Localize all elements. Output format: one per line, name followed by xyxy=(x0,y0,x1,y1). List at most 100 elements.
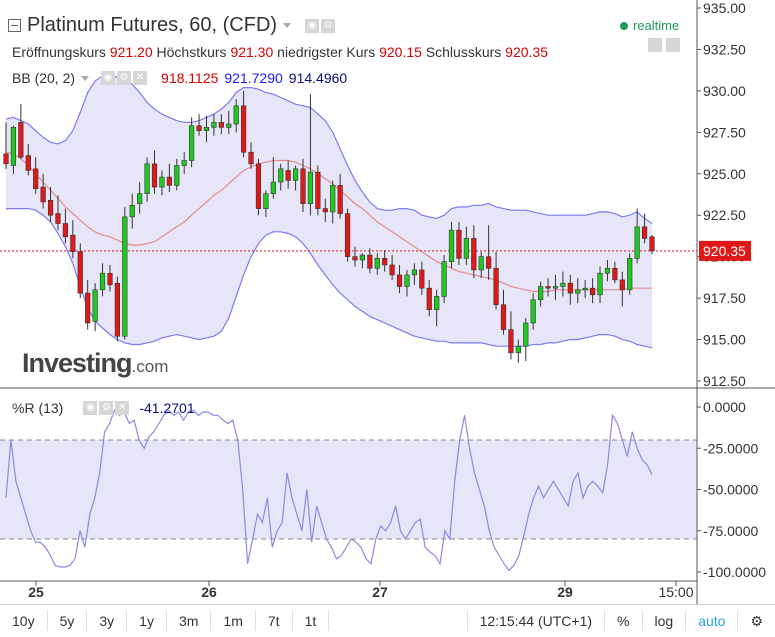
candle xyxy=(114,276,120,342)
candle xyxy=(33,157,39,194)
percent-toggle[interactable]: % xyxy=(617,613,630,629)
candle-body xyxy=(486,256,492,269)
period-3y[interactable]: 3y xyxy=(99,613,115,629)
candle xyxy=(493,251,499,310)
period-1m[interactable]: 1m xyxy=(223,613,243,629)
bb-visibility-icon[interactable]: ◉ xyxy=(101,71,116,85)
settings-icon[interactable]: ⚙ xyxy=(321,18,336,33)
bb-mid-value: 918.1125 xyxy=(161,70,219,86)
bottom-toolbar: 10y 5y 3y 1y 3m 1m 7t 1t 12:15:44 (UTC+1… xyxy=(0,604,775,637)
candle xyxy=(627,253,633,295)
candle-body xyxy=(500,304,507,330)
candle-body xyxy=(77,251,83,294)
bb-close-icon[interactable]: ✕ xyxy=(133,71,148,85)
candle-body xyxy=(575,289,581,294)
wr-label[interactable]: %R (13) xyxy=(12,400,64,416)
candle xyxy=(292,165,299,191)
period-3m[interactable]: 3m xyxy=(178,613,199,629)
collapse-icon[interactable] xyxy=(8,19,21,32)
candle-body xyxy=(47,200,54,216)
wr-visibility-icon[interactable]: ◉ xyxy=(83,401,98,415)
bb-settings-icon[interactable]: ⚙ xyxy=(117,71,132,85)
candle-body xyxy=(367,254,373,269)
period-1y[interactable]: 1y xyxy=(139,613,154,629)
candle-body xyxy=(552,286,559,289)
period-5y[interactable]: 5y xyxy=(59,613,75,629)
candle-body xyxy=(55,213,61,224)
investing-logo: Investing.com xyxy=(22,348,168,379)
candle xyxy=(382,250,388,272)
candle xyxy=(389,255,395,280)
candle-body xyxy=(218,122,224,128)
candle-body xyxy=(315,171,321,209)
period-10y[interactable]: 10y xyxy=(12,613,35,629)
candle-body xyxy=(627,258,633,291)
wr-settings-icon[interactable]: ⚙ xyxy=(99,401,114,415)
candle xyxy=(589,278,596,304)
candle xyxy=(218,114,224,134)
candle xyxy=(374,253,380,275)
candle xyxy=(471,225,477,279)
bb-dropdown-icon[interactable] xyxy=(81,75,90,81)
candle xyxy=(107,264,113,292)
bb-label[interactable]: BB (20, 2) xyxy=(12,70,76,86)
candle-body xyxy=(456,229,462,259)
clock-time-value: 12:15:44 xyxy=(479,613,535,629)
candle-body xyxy=(189,125,195,161)
candle xyxy=(538,281,544,307)
candle-body xyxy=(508,329,514,354)
candle-body xyxy=(463,238,469,259)
wr-value: -41.2701 xyxy=(139,400,195,416)
ohlc-legend: Eröffnungskurs 921.20 Höchstkurs 921.30 … xyxy=(12,44,548,60)
bb-mid-line xyxy=(5,151,652,293)
wr-tick-label: 0.0000 xyxy=(703,399,746,415)
candle-body xyxy=(589,287,596,296)
candle-body xyxy=(270,181,276,194)
candle-body xyxy=(18,122,24,158)
candle-body xyxy=(144,163,150,194)
candle xyxy=(396,264,403,294)
title-dropdown-icon[interactable] xyxy=(283,23,292,28)
candle xyxy=(270,157,276,199)
bb-tools: ◉ ⚙ ✕ xyxy=(101,71,148,85)
candle-body xyxy=(523,322,529,347)
auto-toggle[interactable]: auto xyxy=(698,613,726,629)
candle-body xyxy=(441,261,447,297)
settings-gear-icon[interactable]: ⚙ xyxy=(750,612,763,629)
pane-maximize-icon[interactable] xyxy=(666,38,680,52)
candle xyxy=(99,263,106,297)
candle xyxy=(307,94,314,216)
candle xyxy=(619,271,625,307)
candle-body xyxy=(322,208,328,213)
candle xyxy=(337,173,343,219)
candle-body xyxy=(307,171,314,204)
x-tick-label: 29 xyxy=(557,584,573,600)
candle xyxy=(166,163,172,193)
visibility-icon[interactable]: ◉ xyxy=(305,18,320,33)
candle-body xyxy=(419,269,425,289)
candle xyxy=(62,208,69,244)
candle-body xyxy=(545,286,551,289)
open-value: 921.20 xyxy=(109,44,153,60)
close-value: 920.35 xyxy=(505,44,548,60)
wr-line xyxy=(5,409,653,572)
wr-close-icon[interactable]: ✕ xyxy=(115,401,130,415)
candle xyxy=(159,170,165,196)
candle-body xyxy=(285,170,291,181)
candle xyxy=(612,261,618,284)
candle-body xyxy=(211,122,217,128)
period-7t[interactable]: 7t xyxy=(267,613,280,629)
candle-body xyxy=(582,287,588,291)
candle-body xyxy=(448,229,455,262)
period-1t[interactable]: 1t xyxy=(304,613,317,629)
logo-suffix: .com xyxy=(131,357,169,376)
log-toggle[interactable]: log xyxy=(654,613,674,629)
pane-up-icon[interactable] xyxy=(648,38,662,52)
price-tick-label: 912.50 xyxy=(703,373,746,389)
candle xyxy=(285,160,291,189)
candle-body xyxy=(99,272,106,291)
bb-lower-value: 914.4960 xyxy=(288,70,348,86)
candle xyxy=(211,114,217,136)
wr-tick-label: -25.0000 xyxy=(703,440,758,456)
